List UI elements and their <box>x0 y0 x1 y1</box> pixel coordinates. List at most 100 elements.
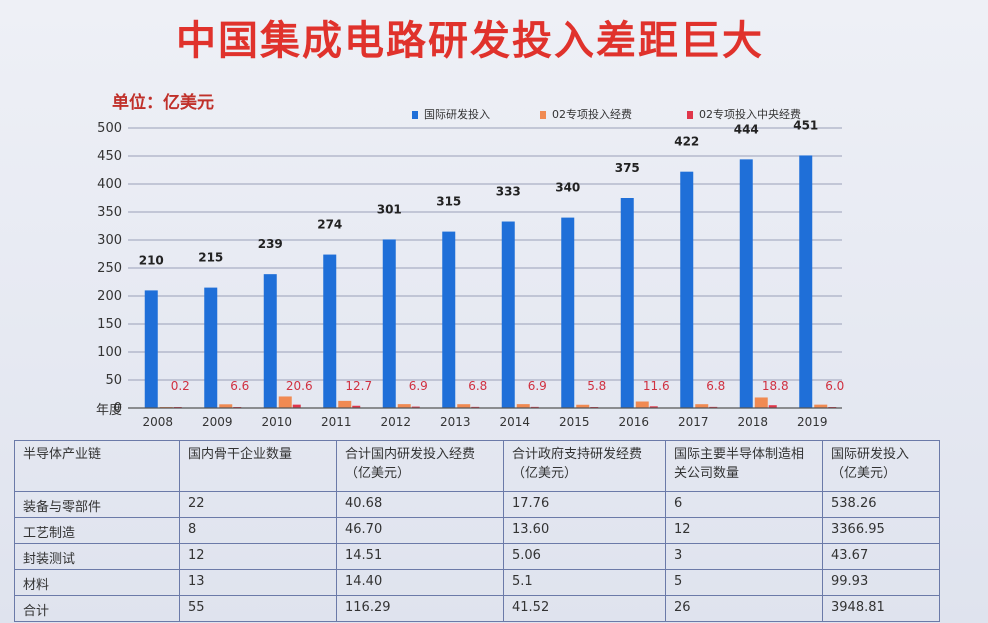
bar-intl <box>263 274 277 408</box>
y-tick-label: 400 <box>97 177 122 192</box>
table-cell: 6 <box>665 491 823 518</box>
y-tick-label: 500 <box>97 121 122 136</box>
x-tick-label: 2019 <box>797 415 828 429</box>
industry-chain-table: 半导体产业链 国内骨干企业数量 合计国内研发投入经费（亿美元） 合计政府支持研发… <box>14 440 940 622</box>
data-label-intl: 210 <box>139 253 164 267</box>
table-cell: 12 <box>665 517 823 544</box>
bar-02 <box>397 404 411 408</box>
data-label-intl: 274 <box>317 218 342 232</box>
bar-02 <box>278 396 292 408</box>
data-label-02: 12.7 <box>345 379 372 393</box>
table-cell: 合计 <box>14 595 180 622</box>
table-header-cell: 国内骨干企业数量 <box>179 440 337 492</box>
table-cell: 材料 <box>14 569 180 596</box>
data-label-02: 6.6 <box>230 379 249 393</box>
data-label-02: 0.2 <box>171 379 190 393</box>
x-tick-label: 2014 <box>499 415 530 429</box>
table-cell: 538.26 <box>822 491 940 518</box>
data-label-intl: 333 <box>496 185 521 199</box>
table-header-row: 半导体产业链 国内骨干企业数量 合计国内研发投入经费（亿美元） 合计政府支持研发… <box>14 440 940 492</box>
data-label-02: 6.0 <box>825 379 844 393</box>
data-label-intl: 375 <box>615 161 640 175</box>
table-cell: 13 <box>179 569 337 596</box>
bar-02 <box>814 404 828 408</box>
legend-label-intl: 国际研发投入 <box>424 108 490 121</box>
data-label-intl: 239 <box>258 237 283 251</box>
table-cell: 5 <box>665 569 823 596</box>
x-tick-label: 2008 <box>142 415 173 429</box>
bar-02 <box>338 400 352 408</box>
table-cell: 3366.95 <box>822 517 940 544</box>
table-cell: 装备与零部件 <box>14 491 180 518</box>
data-label-intl: 315 <box>436 195 461 209</box>
table-cell: 3 <box>665 543 823 570</box>
slide-title: 中国集成电路研发投入差距巨大 <box>176 18 764 64</box>
x-tick-label: 2015 <box>559 415 590 429</box>
table-cell: 13.60 <box>503 517 666 544</box>
y-tick-label: 200 <box>97 289 122 304</box>
x-tick-label: 2011 <box>321 415 352 429</box>
table-row: 材料 13 14.40 5.1 5 99.93 <box>14 569 940 596</box>
data-label-02: 5.8 <box>587 379 606 393</box>
bar-02-central <box>649 406 658 408</box>
table-header-cell: 合计政府支持研发经费（亿美元） <box>503 440 666 492</box>
legend-item-02: 02专项投入经费 <box>540 106 632 122</box>
y-tick-label: 50 <box>105 373 122 388</box>
table-row: 装备与零部件 22 40.68 17.76 6 538.26 <box>14 491 940 518</box>
bar-02 <box>635 401 649 408</box>
x-tick-label: 2009 <box>202 415 233 429</box>
table-cell: 17.76 <box>503 491 666 518</box>
bar-intl <box>620 198 634 408</box>
table-cell: 116.29 <box>336 595 504 622</box>
legend-item-02-central: 02专项投入中央经费 <box>687 106 801 122</box>
bar-02 <box>516 404 530 408</box>
data-label-02: 20.6 <box>286 379 313 393</box>
table-cell: 99.93 <box>822 569 940 596</box>
y-tick-label: 100 <box>97 345 122 360</box>
table-cell: 41.52 <box>503 595 666 622</box>
data-label-02: 6.8 <box>706 379 725 393</box>
bar-02 <box>457 404 471 408</box>
table-cell: 46.70 <box>336 517 504 544</box>
bar-intl <box>323 254 337 408</box>
bar-intl <box>144 290 158 408</box>
unit-label: 单位：亿美元 <box>112 93 214 113</box>
bar-intl <box>680 171 694 408</box>
data-label-intl: 215 <box>198 251 223 265</box>
bar-intl <box>739 159 753 408</box>
legend-swatch-intl <box>412 111 418 119</box>
x-tick-label: 2018 <box>737 415 768 429</box>
bar-02 <box>576 404 590 408</box>
x-tick-label: 2016 <box>618 415 649 429</box>
y-tick-label: 150 <box>97 317 122 332</box>
legend-label-02: 02专项投入经费 <box>552 108 632 121</box>
table-cell: 14.51 <box>336 543 504 570</box>
data-label-intl: 451 <box>793 118 818 132</box>
bar-02-central <box>292 404 301 408</box>
x-axis-label: 年度 <box>96 402 122 418</box>
table-cell: 工艺制造 <box>14 517 180 544</box>
table-header-cell: 国际主要半导体制造相关公司数量 <box>665 440 823 492</box>
table-cell: 5.1 <box>503 569 666 596</box>
table-cell: 26 <box>665 595 823 622</box>
table-cell: 40.68 <box>336 491 504 518</box>
x-tick-label: 2017 <box>678 415 709 429</box>
bar-intl <box>382 239 396 408</box>
table-cell: 3948.81 <box>822 595 940 622</box>
legend-item-intl: 国际研发投入 <box>412 106 490 122</box>
bar-intl <box>204 287 218 408</box>
table-cell: 5.06 <box>503 543 666 570</box>
data-label-intl: 422 <box>674 135 699 149</box>
data-label-02: 18.8 <box>762 379 789 393</box>
data-label-02: 6.8 <box>468 379 487 393</box>
table-cell: 封装测试 <box>14 543 180 570</box>
data-label-02: 6.9 <box>528 379 547 393</box>
y-tick-label: 350 <box>97 205 122 220</box>
table-cell: 8 <box>179 517 337 544</box>
table-cell: 55 <box>179 595 337 622</box>
legend-label-02-central: 02专项投入中央经费 <box>699 108 801 121</box>
data-label-02: 11.6 <box>643 379 670 393</box>
bar-02 <box>695 404 709 408</box>
table-cell: 22 <box>179 491 337 518</box>
bar-intl <box>501 221 515 408</box>
